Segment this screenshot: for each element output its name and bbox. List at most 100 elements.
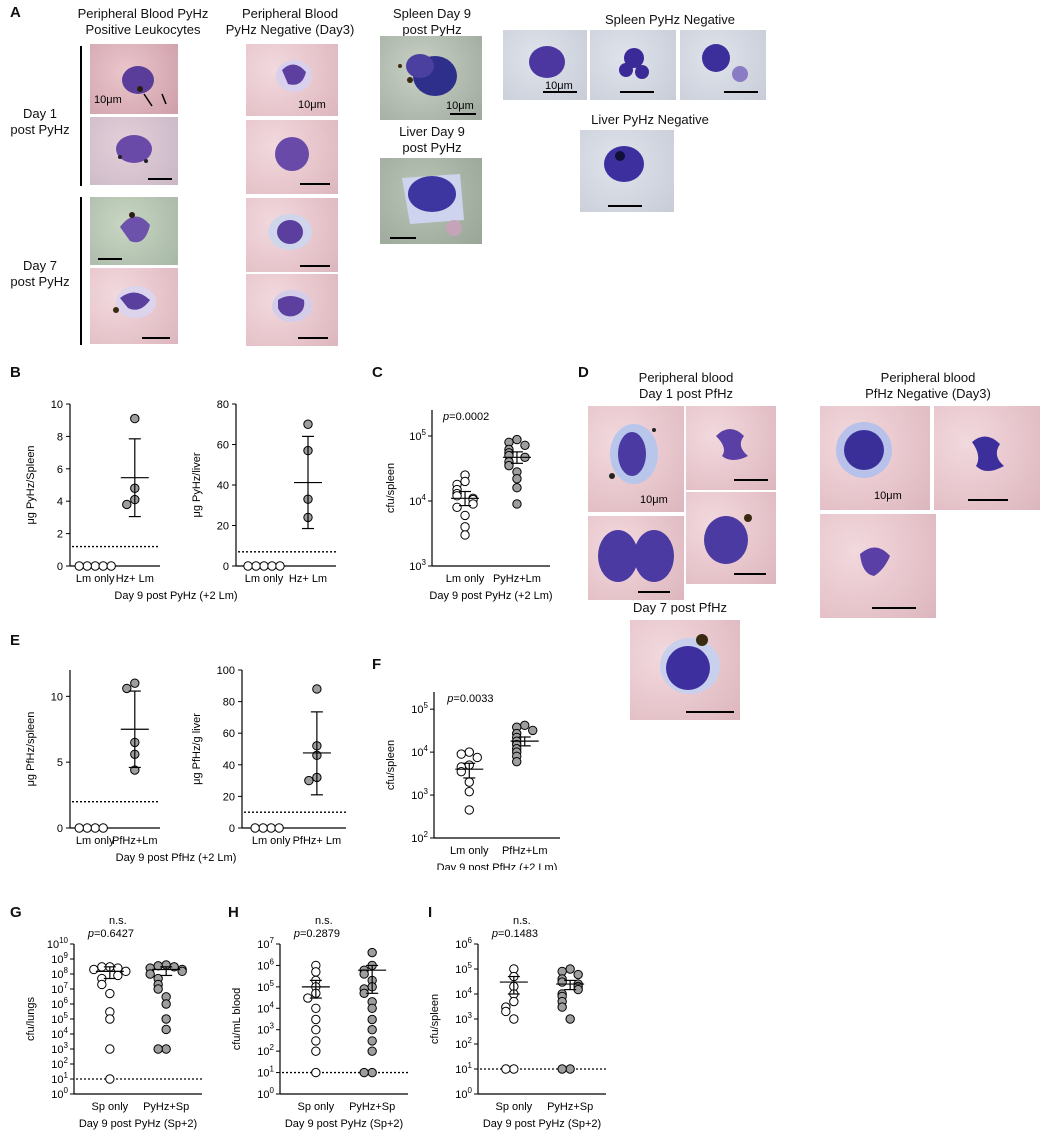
x-group-label: Day 9 post PyHz (+2 Lm) [114, 590, 237, 602]
data-point [98, 823, 108, 833]
cell-drawing [398, 54, 476, 115]
x-category-label: Lm only [252, 835, 291, 847]
data-point [565, 1064, 575, 1074]
chart-i-spleen: 100 101 102 103 104 105 106 cfu/spleen Sp only Py… [429, 915, 606, 1130]
panel-label-d: D [578, 364, 589, 381]
x-category-label: PfHz+ Lm [293, 835, 342, 847]
x-group-label: Day 9 post PyHz (+2 Lm) [429, 590, 552, 602]
x-category-label: Lm only [245, 573, 284, 585]
row-divider-day7 [80, 197, 82, 345]
y-tick-label: 4 [57, 496, 63, 508]
y-tick-label: 104 [51, 1026, 68, 1041]
y-tick-label: 20 [217, 521, 229, 533]
header-d-left: Peripheral blood Day 1 post PfHz [598, 370, 774, 402]
y-tick-label: 105 [409, 428, 426, 443]
data-point [251, 561, 261, 571]
y-axis-label: cfu/mL blood [231, 988, 243, 1051]
data-point [161, 999, 171, 1009]
x-category-label: Lm only [450, 845, 489, 857]
data-point [359, 969, 369, 979]
micrograph-neg-4 [246, 274, 338, 346]
micrograph-day7-b [90, 268, 178, 344]
y-axis-label: μg PyHz/Spleen [25, 445, 37, 524]
chart-b-spleen: 0 2 4 6 8 10 μg PyHz/Spleen Lm only Hz+ Lm [25, 399, 160, 585]
data-point [520, 720, 530, 731]
data-point [512, 499, 522, 509]
data-point [501, 1064, 511, 1074]
y-axis-label: μg PfHz/spleen [25, 712, 37, 787]
data-point [528, 725, 538, 736]
data-point [258, 823, 268, 833]
chart-e-liver: 0 20 40 60 80 100 μg PfHz/g liver Lm only PfHz+ … [116, 665, 346, 864]
data-point [565, 964, 575, 974]
data-point [311, 1003, 321, 1013]
x-category-label: Sp only [297, 1101, 334, 1113]
data-point [105, 988, 115, 999]
row-label-day7: Day 7 post PyHz [10, 258, 70, 290]
data-point [464, 777, 474, 787]
data-point [311, 1067, 321, 1078]
cell-drawing [272, 290, 328, 339]
x-group-label: Day 9 post PyHz (Sp+2) [79, 1118, 197, 1130]
data-point [90, 561, 100, 571]
data-point [367, 1025, 377, 1035]
data-point [509, 1014, 519, 1024]
data-point [573, 969, 583, 980]
data-point [504, 460, 514, 471]
cell-drawing [276, 60, 312, 92]
data-point [367, 947, 377, 958]
cell-drawing [275, 137, 330, 185]
data-point [464, 786, 474, 797]
data-point [259, 561, 269, 571]
cell-drawing [716, 429, 768, 481]
data-point [105, 1014, 115, 1024]
scale-bar-label: 10μm [298, 99, 326, 111]
data-point [89, 964, 99, 975]
scale-bar-label: 10μm [446, 100, 474, 112]
data-point [509, 1064, 519, 1074]
y-tick-label: 100 [257, 1086, 274, 1101]
data-point [74, 823, 84, 833]
x-category-label: PyHz+Lm [493, 573, 541, 585]
data-point [460, 522, 470, 532]
data-point [557, 1002, 567, 1012]
header-spleen-negative: Spleen PyHz Negative [604, 12, 736, 27]
data-point [312, 684, 322, 694]
y-tick-label: 102 [455, 1036, 472, 1051]
data-point [74, 561, 84, 571]
y-axis-label: cfu/spleen [385, 463, 397, 513]
micrograph-d-3 [588, 516, 684, 600]
header-line: Day 1 post PfHz [639, 386, 733, 401]
panel-label-c: C [372, 364, 383, 381]
data-point [243, 561, 253, 571]
data-point [472, 752, 482, 763]
data-point [520, 440, 530, 450]
x-category-label: PyHz+Sp [349, 1101, 395, 1113]
row-label-day1: Day 1 post PyHz [10, 106, 70, 138]
micrograph-day1-a: 10μm [90, 44, 178, 114]
data-point [161, 1044, 171, 1054]
y-tick-label: 101 [51, 1071, 68, 1086]
data-point [367, 1036, 377, 1046]
data-point [509, 996, 519, 1007]
x-category-label: PyHz+Sp [547, 1101, 593, 1113]
y-tick-label: 103 [455, 1011, 472, 1026]
data-point [90, 823, 100, 833]
data-point [267, 561, 277, 571]
micrograph-d-neg-2 [934, 406, 1040, 510]
row-line: post PyHz [10, 274, 70, 289]
y-tick-label: 105 [411, 701, 428, 716]
chart-f-cfu: 102 103 104 105 cfu/spleen Lm only PfHz+Lm Day … [385, 692, 560, 870]
cell-drawing [122, 66, 167, 107]
header-d-right: Peripheral blood PfHz Negative (Day3) [828, 370, 1028, 402]
data-point [311, 1014, 321, 1025]
data-point [512, 483, 522, 493]
y-tick-label: 106 [455, 936, 472, 951]
y-axis-label: cfu/spleen [429, 994, 441, 1044]
y-tick-label: 103 [51, 1041, 68, 1056]
micrograph-spleen-neg-2 [590, 30, 676, 100]
y-tick-label: 106 [51, 996, 68, 1011]
cell-drawing [702, 44, 758, 93]
y-tick-label: 104 [409, 493, 426, 508]
header-line: Spleen Day 9 [392, 6, 472, 21]
